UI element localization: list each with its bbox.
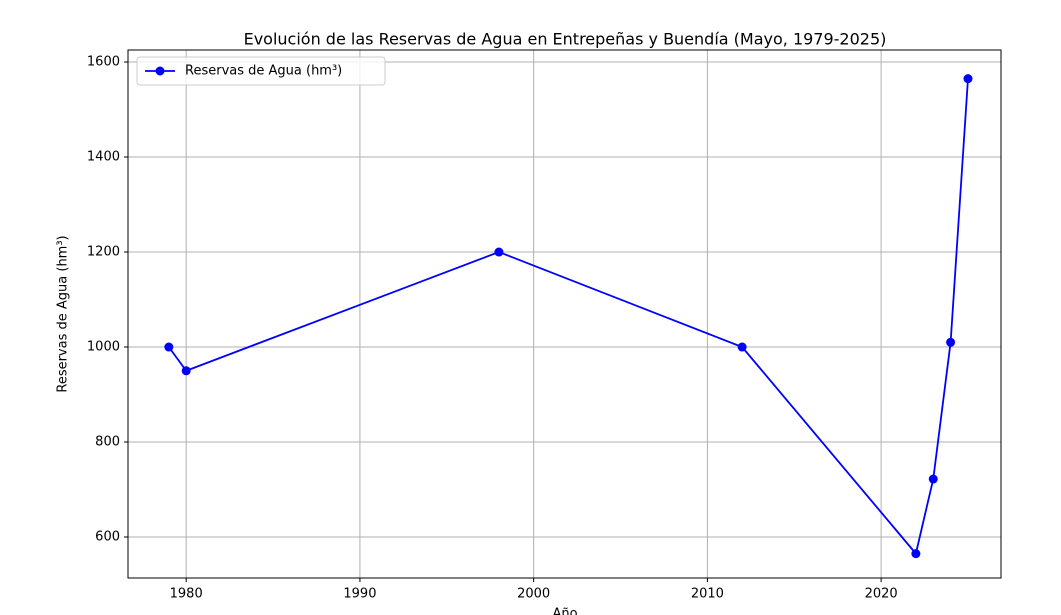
x-tick-label: 1990	[343, 587, 376, 602]
y-axis-label: Reservas de Agua (hm³)	[56, 235, 71, 392]
point	[737, 342, 747, 352]
point	[181, 366, 191, 376]
x-tick-label: 2000	[517, 587, 550, 602]
point	[928, 474, 938, 484]
x-tick-label: 1980	[170, 587, 203, 602]
plot-frame	[127, 49, 1002, 579]
point	[963, 74, 973, 84]
point	[494, 247, 504, 257]
y-tick-label: 1600	[87, 55, 120, 70]
point	[911, 549, 921, 559]
x-tick-label: 2020	[865, 587, 898, 602]
y-tick-label: 600	[95, 530, 120, 545]
legend-marker	[155, 66, 165, 76]
point	[164, 342, 174, 352]
point	[946, 337, 956, 347]
y-tick-label: 1000	[87, 340, 120, 355]
x-axis-label: Año	[552, 607, 577, 615]
x-tick-label: 2010	[691, 587, 724, 602]
chart-title: Evolución de las Reservas de Agua en Ent…	[244, 30, 887, 49]
y-tick-label: 1400	[87, 150, 120, 165]
y-tick-label: 1200	[87, 245, 120, 260]
legend-label: Reservas de Agua (hm³)	[185, 64, 342, 79]
legend: Reservas de Agua (hm³)	[136, 56, 386, 86]
line	[168, 78, 969, 556]
y-tick-label: 800	[95, 435, 120, 450]
legend-box	[136, 56, 386, 86]
